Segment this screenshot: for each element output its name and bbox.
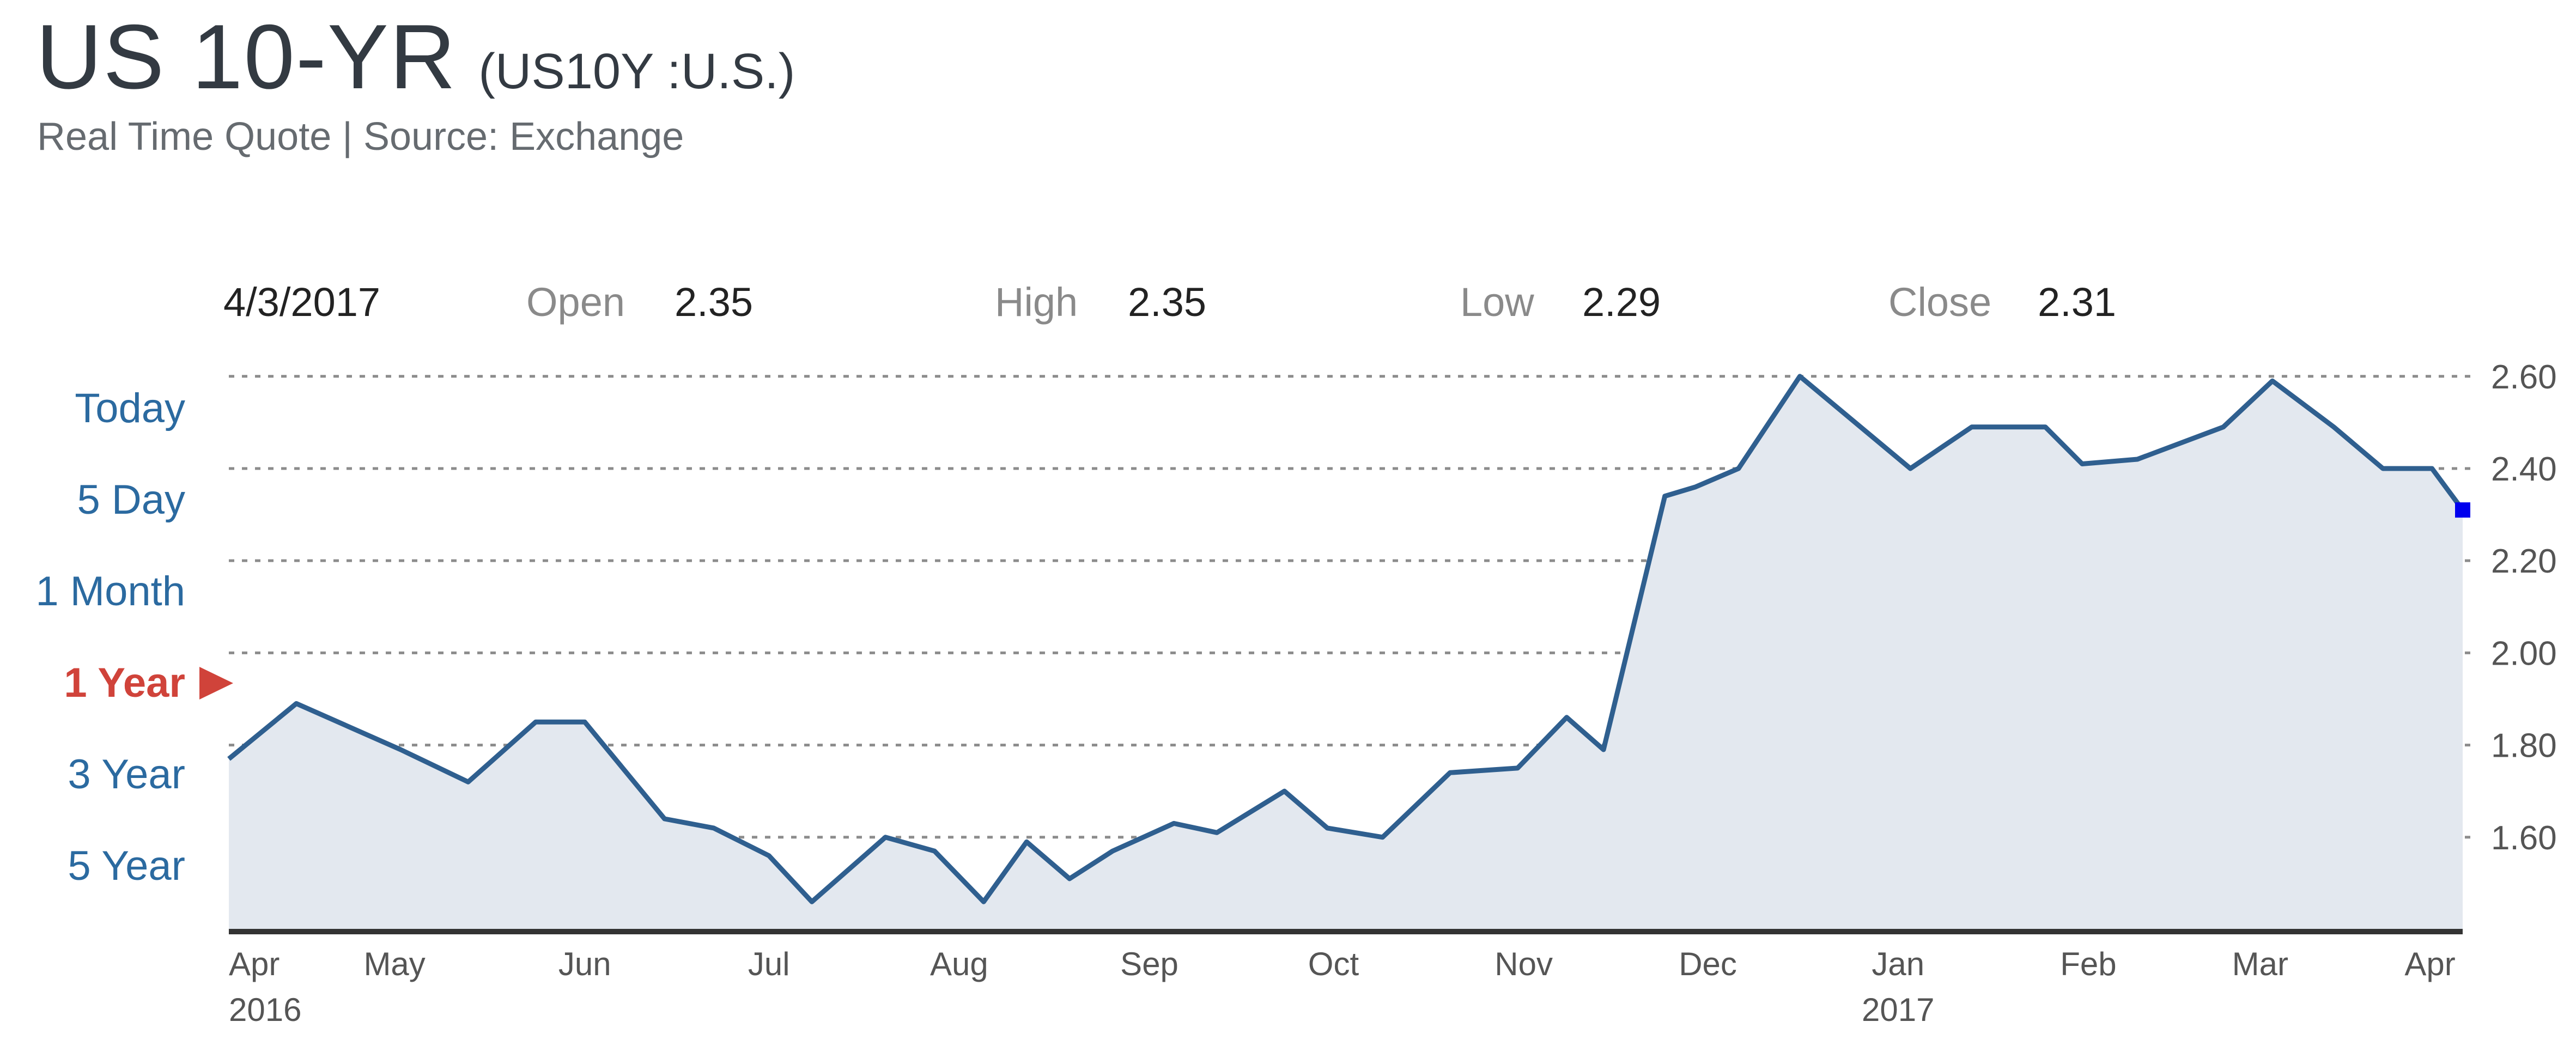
data-point	[810, 899, 814, 904]
open-value: 2.35	[675, 279, 754, 325]
x-tick-label: Dec	[1679, 946, 1737, 982]
year-label: 2017	[1862, 992, 1934, 1028]
data-point	[2221, 425, 2226, 429]
area-fill	[229, 376, 2463, 929]
x-tick-label: May	[363, 946, 425, 982]
data-point	[1067, 877, 1072, 881]
data-point	[1693, 485, 1698, 489]
data-point	[1736, 466, 1741, 471]
data-point	[663, 817, 667, 821]
quote-date: 4/3/2017	[223, 279, 381, 325]
quote-summary: 4/3/2017 Open 2.35 High 2.35 Low 2.29 Cl…	[0, 279, 2576, 344]
range-3-year[interactable]: 3 Year	[68, 751, 185, 798]
open-label: Open	[526, 279, 625, 325]
x-tick-label: Apr	[229, 946, 280, 982]
data-point	[1601, 747, 1606, 752]
x-tick-label: Jul	[748, 946, 790, 982]
data-point	[1172, 821, 1176, 825]
x-tick-label: Sep	[1120, 946, 1178, 982]
y-tick-label: 1.60	[2491, 819, 2557, 857]
symbol-title: US 10-YR	[36, 5, 457, 108]
data-point	[582, 720, 587, 724]
data-point	[1663, 494, 1667, 498]
active-range-arrow-icon	[199, 667, 233, 700]
range-1-month[interactable]: 1 Month	[35, 568, 185, 615]
data-point	[712, 826, 716, 830]
data-point	[932, 849, 937, 853]
close-value: 2.31	[2038, 279, 2117, 325]
range-1-year[interactable]: 1 Year	[64, 660, 185, 706]
data-point	[2043, 425, 2048, 429]
data-point	[398, 747, 403, 752]
last-point-marker	[2455, 502, 2470, 518]
x-tick-label: Jun	[558, 946, 611, 982]
data-point	[1908, 466, 1912, 471]
data-point	[1214, 830, 1219, 835]
series-line	[227, 374, 2465, 904]
y-tick-label: 2.60	[2491, 358, 2557, 396]
high-value: 2.35	[1128, 279, 1207, 325]
data-point	[1110, 849, 1115, 853]
x-tick-label: Apr	[2404, 946, 2455, 982]
year-label: 2016	[229, 992, 301, 1028]
x-tick-label: Oct	[1308, 946, 1359, 982]
data-point	[981, 899, 986, 904]
data-point	[533, 720, 538, 724]
y-tick-label: 2.20	[2491, 543, 2557, 580]
y-tick-label: 2.00	[2491, 635, 2557, 672]
data-point	[767, 854, 771, 858]
data-point	[2381, 466, 2385, 471]
data-point	[2080, 462, 2085, 466]
data-point	[294, 701, 299, 706]
data-point	[1564, 715, 1569, 720]
data-point	[1282, 789, 1286, 793]
x-tick-labels: Apr May Jun Jul Aug Sep Oct Nov Dec Jan Feb Mar Apr 2…	[229, 946, 2456, 1028]
x-tick-label: Feb	[2060, 946, 2116, 982]
data-point	[1448, 770, 1452, 775]
x-tick-label: Aug	[930, 946, 988, 982]
data-point	[2430, 466, 2434, 471]
close-label: Close	[1888, 279, 1992, 325]
data-point	[1325, 826, 1329, 830]
low-label: Low	[1460, 279, 1534, 325]
data-point	[1381, 835, 1385, 840]
data-point	[1024, 840, 1029, 844]
low-value: 2.29	[1582, 279, 1661, 325]
data-point	[2331, 425, 2336, 429]
data-point	[1970, 425, 1974, 429]
x-tick-label: Jan	[1872, 946, 1924, 982]
symbol-subtitle: (US10Y :U.S.)	[478, 44, 795, 99]
x-tick-label: Mar	[2232, 946, 2288, 982]
high-label: High	[995, 279, 1078, 325]
data-point	[1798, 374, 1802, 379]
data-point	[883, 835, 888, 840]
data-point	[2135, 457, 2140, 461]
y-tick-label: 2.40	[2491, 451, 2557, 488]
x-tick-label: Nov	[1494, 946, 1553, 982]
quote-source: Real Time Quote | Source: Exchange	[37, 115, 684, 159]
title-row: US 10-YR (US10Y :U.S.)	[36, 4, 795, 124]
data-point	[466, 780, 470, 784]
range-5-day[interactable]: 5 Day	[77, 477, 185, 523]
data-point	[2270, 379, 2275, 383]
range-5-year[interactable]: 5 Year	[68, 843, 185, 889]
data-point	[1515, 766, 1520, 770]
range-today[interactable]: Today	[75, 385, 185, 431]
data-point	[227, 757, 231, 761]
y-tick-label: 1.80	[2491, 727, 2557, 765]
y-tick-labels: 1.60 1.80 2.00 2.20 2.40 2.60	[2491, 358, 2557, 857]
